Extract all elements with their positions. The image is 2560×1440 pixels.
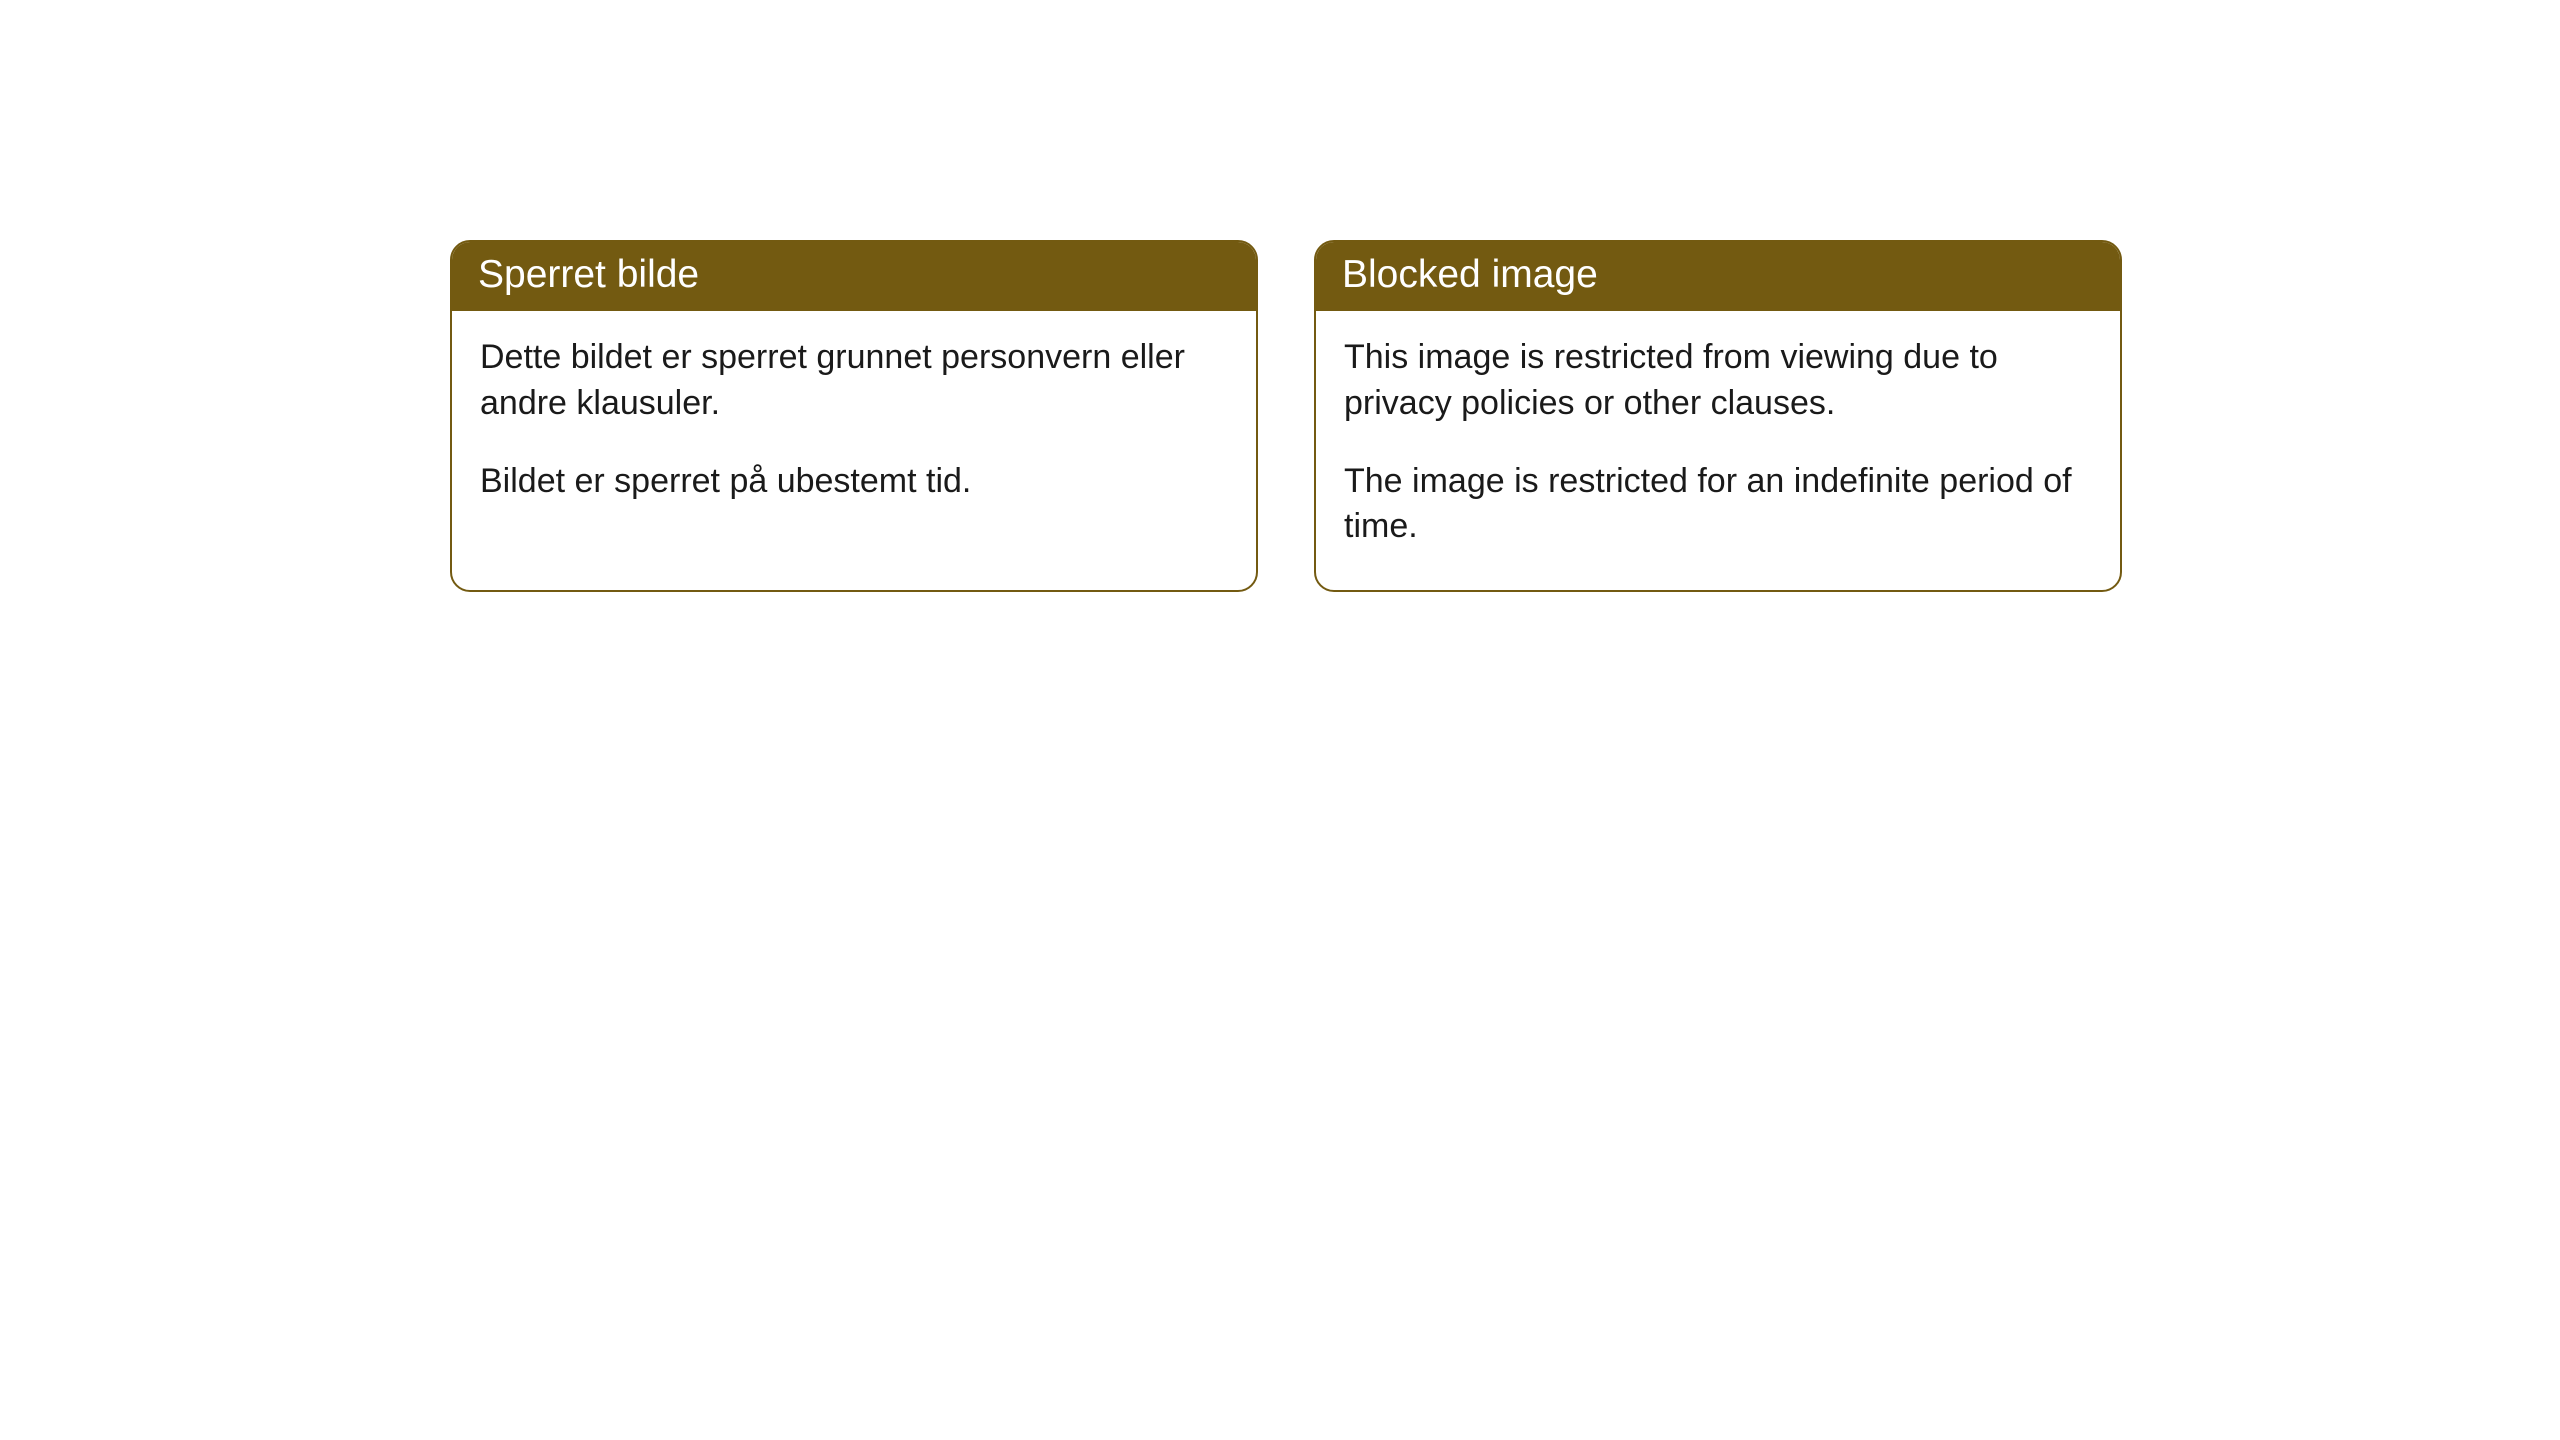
notice-container: Sperret bilde Dette bildet er sperret gr… [450,240,2122,592]
card-paragraph: The image is restricted for an indefinit… [1344,459,2092,551]
card-paragraph: Bildet er sperret på ubestemt tid. [480,459,1228,505]
card-paragraph: This image is restricted from viewing du… [1344,335,2092,427]
blocked-image-card-no: Sperret bilde Dette bildet er sperret gr… [450,240,1258,592]
card-paragraph: Dette bildet er sperret grunnet personve… [480,335,1228,427]
card-header: Sperret bilde [452,242,1256,311]
card-body: Dette bildet er sperret grunnet personve… [452,311,1256,545]
card-body: This image is restricted from viewing du… [1316,311,2120,591]
blocked-image-card-en: Blocked image This image is restricted f… [1314,240,2122,592]
card-header: Blocked image [1316,242,2120,311]
